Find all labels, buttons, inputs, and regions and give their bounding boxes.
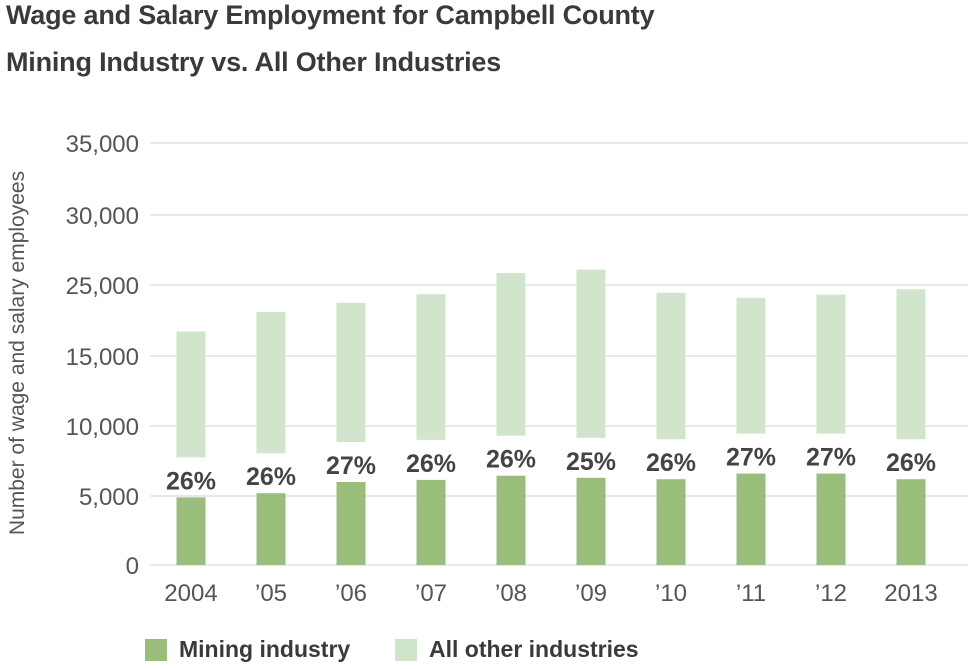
bar-mining: [176, 497, 206, 565]
y-tick-label: 30,000: [66, 203, 139, 230]
legend: Mining industry All other industries: [0, 636, 977, 666]
data-label-share: 27%: [806, 444, 856, 472]
x-tick-label: 2013: [884, 580, 937, 607]
legend-swatch-other: [395, 638, 417, 661]
y-axis-label: Number of wage and salary employees: [6, 171, 29, 535]
bar-other: [256, 311, 286, 454]
bar-other: [736, 297, 766, 434]
data-label-share: 26%: [886, 449, 936, 477]
x-tick-label: ’05: [255, 580, 287, 607]
x-tick-label: ’07: [415, 580, 447, 607]
legend-label-mining: Mining industry: [179, 636, 351, 662]
x-axis-ticks: 2004 ’05 ’06 ’07 ’08 ’09 ’10 ’11 ’12 2013: [164, 580, 937, 607]
x-tick-label: 2004: [164, 580, 217, 607]
x-tick-label: ’06: [335, 580, 367, 607]
data-labels: 26% 26% 27% 26% 26% 25% 26% 27% 27% 26%: [166, 444, 936, 496]
chart-subtitle: Mining Industry vs. All Other Industries: [6, 47, 502, 77]
bar-mining: [816, 473, 846, 565]
y-axis-ticks: 0 5,000 10,000 15,000 25,000 30,000 35,000: [66, 131, 139, 580]
x-tick-label: ’11: [736, 580, 766, 607]
data-label-share: 27%: [726, 444, 776, 472]
legend-item-other: All other industries: [395, 636, 639, 663]
bar-other: [656, 292, 686, 440]
data-label-share: 26%: [166, 467, 216, 495]
data-label-share: 26%: [406, 450, 456, 478]
bar-mining: [416, 479, 446, 565]
data-label-share: 26%: [246, 463, 296, 491]
bar-mining: [656, 479, 686, 565]
legend-label-other: All other industries: [429, 636, 639, 662]
x-tick-label: ’10: [655, 580, 687, 607]
data-label-share: 27%: [326, 452, 376, 480]
bar-mining: [896, 479, 926, 565]
bar-other: [176, 331, 206, 458]
y-tick-label: 15,000: [66, 344, 139, 371]
data-label-share: 26%: [646, 449, 696, 477]
bar-mining: [576, 477, 606, 565]
chart-title: Wage and Salary Employment for Campbell …: [6, 0, 655, 30]
x-tick-label: ’12: [815, 580, 847, 607]
y-tick-label: 0: [126, 553, 139, 580]
bars: [176, 269, 926, 565]
bar-mining: [496, 475, 526, 565]
legend-item-mining: Mining industry: [145, 636, 350, 663]
bar-mining: [256, 493, 286, 565]
y-tick-label: 35,000: [66, 131, 139, 158]
y-tick-label: 25,000: [66, 273, 139, 300]
chart-plot: 0 5,000 10,000 15,000 25,000 30,000 35,000 26%…: [6, 131, 968, 607]
bar-mining: [336, 482, 366, 565]
legend-swatch-mining: [145, 638, 167, 661]
bar-other: [816, 294, 846, 434]
y-tick-label: 10,000: [66, 414, 139, 441]
y-tick-label: 5,000: [79, 484, 139, 511]
x-tick-label: ’09: [575, 580, 607, 607]
bar-other: [496, 273, 526, 436]
bar-other: [896, 289, 926, 440]
x-tick-label: ’08: [495, 580, 527, 607]
bar-other: [416, 294, 446, 440]
bar-other: [336, 302, 366, 442]
data-label-share: 25%: [566, 448, 616, 476]
bar-mining: [736, 473, 766, 565]
bar-other: [576, 269, 606, 438]
data-label-share: 26%: [486, 446, 536, 474]
